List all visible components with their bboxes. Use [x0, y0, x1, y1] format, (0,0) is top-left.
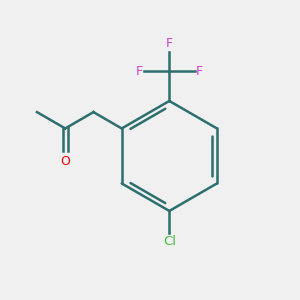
Text: Cl: Cl	[163, 235, 176, 248]
Text: F: F	[135, 65, 142, 78]
Text: O: O	[60, 155, 70, 168]
Text: F: F	[166, 38, 173, 50]
Text: F: F	[196, 65, 203, 78]
